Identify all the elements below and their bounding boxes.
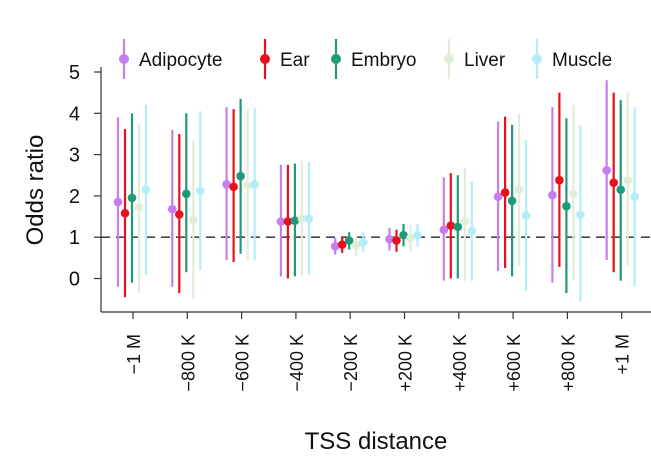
data-point	[385, 234, 394, 244]
data-point	[413, 230, 422, 240]
data-point	[453, 222, 463, 232]
data-point	[623, 175, 632, 185]
data-point	[175, 210, 184, 219]
legend-label: Ear	[280, 50, 310, 71]
data-point	[344, 236, 354, 245]
data-point	[134, 203, 144, 212]
y-tick-label: 4	[69, 103, 80, 125]
series-adipocyte	[113, 80, 611, 287]
data-point	[304, 214, 314, 223]
legend-item-ear: Ear	[260, 39, 310, 79]
x-tick-label: −400 K	[287, 334, 307, 392]
data-point	[576, 210, 585, 219]
data-point	[236, 171, 245, 181]
data-point	[283, 217, 293, 226]
data-point	[276, 217, 286, 226]
x-axis-label: TSS distance	[305, 428, 448, 455]
series-muscle	[141, 105, 639, 302]
data-point	[351, 241, 361, 250]
legend-marker	[444, 54, 454, 64]
y-tick-label: 3	[69, 145, 80, 167]
data-point	[196, 186, 205, 196]
data-point	[609, 178, 618, 187]
y-tick-label: 1	[69, 227, 80, 249]
data-point	[514, 185, 524, 195]
legend: Adipocyte Ear Embryo Liver Muscle	[119, 39, 612, 79]
data-point	[467, 226, 477, 236]
data-point	[127, 193, 137, 203]
data-point	[630, 192, 639, 202]
data-point	[250, 180, 259, 189]
legend-marker	[532, 54, 542, 64]
y-tick-label: 5	[69, 62, 80, 84]
x-tick-label: +200 K	[396, 334, 416, 392]
data-point	[507, 196, 517, 206]
data-point	[399, 230, 408, 240]
data-point	[229, 182, 238, 192]
data-point	[189, 215, 198, 225]
plot-marks	[113, 80, 639, 302]
legend-label: Embryo	[351, 50, 416, 71]
axes: 0 1 2 3 4 5 −1 M −800 K −600 K −400 K −200 K +200 K…	[69, 62, 651, 392]
data-point	[330, 241, 340, 251]
y-tick-label: 2	[69, 186, 80, 208]
series-liver	[134, 92, 632, 300]
data-point	[406, 233, 415, 243]
legend-item-embryo: Embryo	[331, 39, 416, 79]
data-point	[290, 216, 300, 225]
data-point	[222, 180, 231, 189]
legend-label: Adipocyte	[139, 50, 222, 71]
data-point	[446, 221, 456, 230]
data-point	[392, 236, 401, 245]
data-point	[243, 181, 252, 190]
data-point	[548, 190, 557, 200]
data-point	[562, 201, 571, 211]
series-embryo	[127, 98, 625, 293]
legend-label: Muscle	[552, 50, 612, 71]
x-tick-label: +1 M	[613, 334, 633, 375]
x-tick-label: +800 K	[558, 334, 578, 392]
legend-item-liver: Liver	[444, 39, 506, 79]
y-axis-label: Odds ratio	[22, 135, 49, 246]
data-point	[460, 217, 470, 226]
x-tick-label: −600 K	[233, 334, 253, 392]
legend-label: Liver	[464, 50, 506, 71]
legend-marker	[260, 54, 270, 64]
data-point	[555, 175, 564, 185]
data-point	[297, 214, 307, 223]
legend-item-adipocyte: Adipocyte	[119, 39, 222, 79]
data-point	[168, 204, 177, 214]
data-point	[439, 225, 449, 235]
data-point	[616, 185, 625, 195]
data-point	[182, 189, 191, 199]
data-point	[120, 208, 130, 218]
legend-marker	[119, 54, 129, 64]
data-point	[358, 237, 368, 247]
x-tick-label: −800 K	[178, 334, 198, 392]
legend-item-muscle: Muscle	[532, 39, 612, 79]
data-point	[493, 192, 503, 202]
data-point	[569, 189, 578, 199]
data-point	[521, 211, 531, 221]
legend-marker	[331, 54, 341, 64]
x-tick-label: +400 K	[450, 334, 470, 392]
series-ear	[120, 92, 618, 298]
data-point	[602, 165, 611, 175]
data-point	[141, 185, 151, 195]
data-point	[113, 197, 123, 207]
x-tick-label: −1 M	[124, 334, 144, 375]
data-point	[500, 188, 510, 197]
x-tick-label: −200 K	[341, 334, 361, 392]
y-tick-label: 0	[69, 269, 80, 291]
x-tick-label: +600 K	[504, 334, 524, 392]
data-point	[337, 240, 347, 249]
